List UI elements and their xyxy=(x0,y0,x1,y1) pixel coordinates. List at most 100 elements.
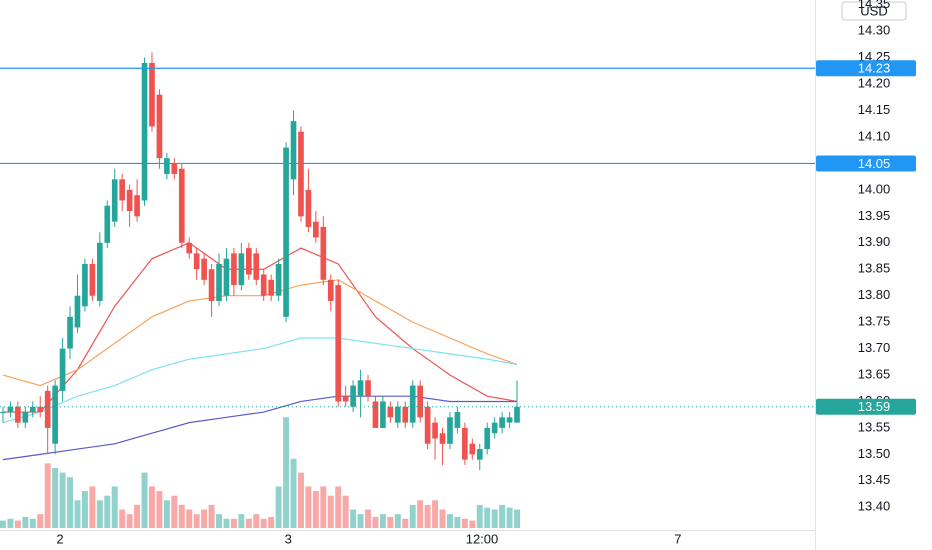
volume-bar xyxy=(417,500,424,528)
candle-body xyxy=(290,121,297,180)
volume-bar xyxy=(245,518,252,528)
candle-body xyxy=(253,253,260,280)
volume-bar xyxy=(394,514,401,528)
candle-body xyxy=(424,406,431,444)
volume-bar xyxy=(260,518,267,528)
candle-body xyxy=(342,396,349,402)
candle-body xyxy=(462,427,468,460)
candle-body xyxy=(454,412,461,428)
volume-bar xyxy=(59,472,66,528)
volume-bar xyxy=(402,518,409,528)
candle-body xyxy=(208,269,215,301)
candle-body xyxy=(499,417,505,428)
candle-body xyxy=(231,253,237,286)
volume-bar xyxy=(327,495,334,528)
candle-body xyxy=(409,385,416,423)
y-tick-label: 14.00 xyxy=(858,181,891,196)
volume-bar xyxy=(89,486,96,528)
candle-body xyxy=(484,427,491,450)
candle-body xyxy=(119,179,126,201)
candle-body xyxy=(372,401,379,428)
volume-bar xyxy=(365,509,371,528)
volume-bar xyxy=(171,495,178,528)
volume-bar xyxy=(335,486,342,528)
volume-bar xyxy=(163,500,170,528)
plot xyxy=(0,52,815,528)
y-tick-label: 13.45 xyxy=(858,472,891,487)
volume-bar xyxy=(387,516,394,528)
price-tag xyxy=(816,60,916,77)
candle-body xyxy=(29,406,36,413)
candle-body xyxy=(126,189,133,212)
volume-bar xyxy=(290,458,297,528)
volume-bar xyxy=(484,507,491,528)
volume-bar xyxy=(201,509,208,528)
volume-bar xyxy=(208,504,215,528)
currency-label: USD xyxy=(860,3,887,18)
candle-body xyxy=(178,168,185,243)
candle-body xyxy=(335,285,342,402)
volume-bar xyxy=(253,514,260,528)
y-tick-label: 13.85 xyxy=(858,261,891,276)
y-tick-label: 13.95 xyxy=(858,208,891,223)
price-tag-label: 14.05 xyxy=(858,156,891,171)
candle-body xyxy=(469,443,476,455)
volume-bar xyxy=(67,477,74,528)
candle-body xyxy=(432,422,438,439)
candle-body xyxy=(0,412,6,414)
price-tag-label: 14.23 xyxy=(858,61,891,76)
volume-bar xyxy=(74,500,81,528)
candle-body xyxy=(476,449,483,460)
candle-body xyxy=(491,422,498,434)
volume-bar xyxy=(0,520,6,528)
volume-bar xyxy=(186,509,193,528)
moving-average xyxy=(2,395,518,461)
candle-body xyxy=(365,380,371,397)
candle-body xyxy=(44,390,51,428)
x-tick-label: 7 xyxy=(674,531,681,546)
volume-bar xyxy=(469,520,476,528)
candle-body xyxy=(37,406,44,413)
volume-bar xyxy=(96,500,103,528)
candle-body xyxy=(298,131,304,217)
volume-bar xyxy=(14,520,21,528)
candle-body xyxy=(357,380,364,397)
candle-body xyxy=(514,406,520,423)
volume-bar xyxy=(409,504,416,528)
candle-body xyxy=(320,226,327,280)
last-price-tag xyxy=(816,398,916,415)
candle-body xyxy=(327,279,334,301)
candle-body xyxy=(394,406,401,423)
candle-body xyxy=(186,242,193,254)
currency-button[interactable] xyxy=(841,1,907,21)
candle-body xyxy=(201,258,207,280)
candle-body xyxy=(134,195,140,217)
volume-bar xyxy=(44,463,51,528)
volume-bar xyxy=(439,509,446,528)
volume-bar xyxy=(119,509,126,528)
candle-body xyxy=(387,406,394,418)
candle-body xyxy=(82,263,88,307)
volume-bar xyxy=(111,486,118,528)
candle-body xyxy=(238,253,245,286)
candle-body xyxy=(171,163,178,175)
candle-body xyxy=(283,147,289,317)
volume-bar xyxy=(514,509,520,528)
volume-bar xyxy=(446,514,453,528)
y-tick-label: 13.65 xyxy=(858,366,891,381)
volume-bar xyxy=(454,516,461,528)
candle-body xyxy=(439,433,446,444)
volume-bar xyxy=(320,486,327,528)
candle-body xyxy=(216,263,222,301)
y-tick-label: 13.40 xyxy=(858,499,891,514)
candle-body xyxy=(22,412,29,423)
x-tick-label: 12:00 xyxy=(466,531,499,546)
volume-bar xyxy=(29,518,36,528)
y-tick-label: 13.50 xyxy=(858,446,891,461)
candle-body xyxy=(268,279,275,296)
y-tick-label: 13.70 xyxy=(858,340,891,355)
volume-bar xyxy=(81,491,88,528)
candle-body xyxy=(104,205,111,243)
candle-body xyxy=(193,253,200,270)
